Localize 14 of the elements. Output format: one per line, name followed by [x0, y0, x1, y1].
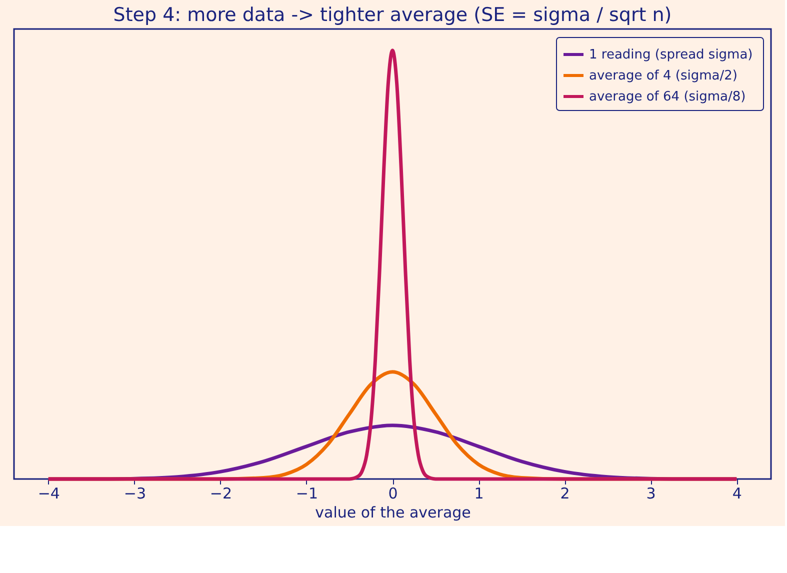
x-tick-label: −2	[210, 484, 232, 502]
x-axis-title: value of the average	[315, 504, 471, 522]
chart-title: Step 4: more data -> tighter average (SE = sigma / sqrt n)	[113, 4, 672, 26]
x-tick-label: −3	[124, 484, 146, 502]
x-tick-label: 4	[732, 484, 742, 502]
legend-label: 1 reading (spread sigma)	[589, 48, 753, 62]
legend-label: average of 64 (sigma/8)	[589, 90, 746, 104]
x-tick-label: −1	[296, 484, 318, 502]
legend-label: average of 4 (sigma/2)	[589, 68, 738, 84]
x-tick-label: 2	[560, 484, 570, 502]
x-tick-label: −4	[38, 484, 60, 502]
x-tick-label: 1	[474, 484, 484, 502]
x-tick-label: 3	[646, 484, 656, 502]
x-tick-label: 0	[388, 484, 398, 502]
